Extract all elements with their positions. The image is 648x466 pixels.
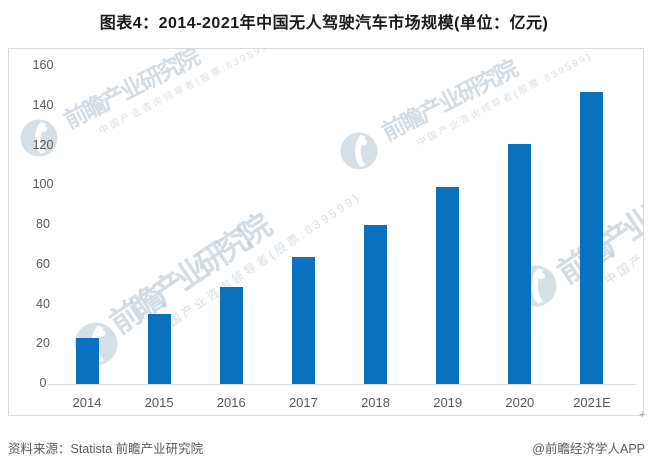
watermark-brand-big: 前瞻产业研究院 [377, 55, 521, 146]
y-axis-tick-label: 80 [36, 217, 50, 231]
bar-2016 [219, 286, 243, 384]
y-axis-tick-label: 160 [32, 58, 54, 72]
x-axis-tick-label: 2019 [433, 395, 463, 410]
y-axis-tick-label: 20 [36, 336, 50, 351]
watermark-brand-big: 前瞻产业研究院 [59, 48, 203, 134]
x-axis-tick-label: 2014 [72, 395, 102, 410]
y-axis-tick-label: 100 [32, 177, 54, 192]
watermark-brand-small: 中国产业咨询领导者(股票:839599) [415, 50, 595, 149]
bar-2015 [147, 314, 171, 384]
y-axis-tick-label: 40 [36, 296, 50, 311]
y-axis-tick-label: 60 [36, 256, 50, 271]
x-axis-tick-label: 2021E [573, 395, 611, 410]
watermark-brand-small: 中国产业咨询领导者(股票:839599) [154, 189, 364, 338]
credit-note: @前瞻经济学人APP [532, 442, 645, 456]
y-axis-tick-label: 120 [32, 137, 54, 152]
bar-2019 [436, 187, 460, 384]
x-axis-tick-label: 2018 [361, 395, 390, 410]
bar-2017 [291, 256, 315, 384]
bar-2021E [580, 91, 604, 384]
source-note: 资料来源：Statista 前瞻产业研究院 [8, 442, 204, 456]
x-axis-tick-label: 2016 [216, 395, 246, 410]
x-axis-tick-label: 2020 [505, 395, 535, 410]
y-axis-tick-label: 0 [39, 376, 47, 390]
x-axis-tick-label: 2015 [144, 395, 174, 410]
x-axis-line [48, 384, 636, 385]
watermark-brand-small: 中国产业咨询领导者(股票:839599) [97, 48, 277, 137]
bar-2020 [508, 143, 532, 384]
qianzhan-logo-watermark-icon [340, 132, 378, 170]
bar-2018 [364, 225, 388, 384]
bar-2014 [75, 338, 99, 384]
x-axis-tick-label: 2017 [288, 395, 318, 410]
watermark-brand-text: 前瞻产业研究院 中国产业咨询领导者(股票:839599) [375, 49, 595, 161]
chart-title: 图表4：2014-2021年中国无人驾驶汽车市场规模(单位：亿元) [99, 15, 549, 32]
watermark-brand-text: 前瞻产业研究院 中国产业咨询领导者(股票:839599) [57, 48, 277, 149]
y-axis-tick-label: 140 [32, 97, 54, 112]
watermark-brand-small: 中国产业咨询领导者(股票:839599) [602, 139, 644, 288]
corner-resize-mark: + [639, 409, 646, 421]
chart-area: 前瞻产业研究院 中国产业咨询领导者(股票:839599) 前瞻产业研究院 中国产… [8, 48, 644, 416]
